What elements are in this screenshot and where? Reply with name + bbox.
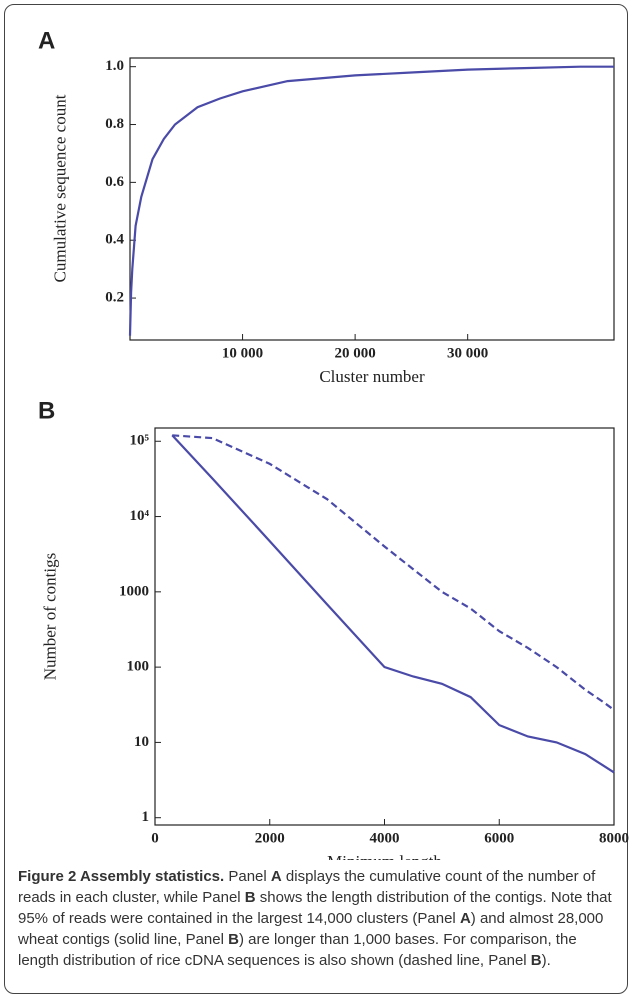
series-line xyxy=(128,65,614,336)
y-tick-label: 1000 xyxy=(119,583,149,599)
panel-label: B xyxy=(38,397,55,424)
y-tick-label: 100 xyxy=(127,659,150,675)
x-tick-label: 8000 xyxy=(599,830,629,846)
y-tick-label: 0.2 xyxy=(105,289,124,305)
x-tick-label: 2000 xyxy=(255,830,285,846)
series-line xyxy=(171,434,615,774)
y-tick-label: 0.8 xyxy=(105,116,124,132)
caption-text: B xyxy=(244,889,256,906)
x-tick-label: 6000 xyxy=(484,830,514,846)
caption-text: Figure 2 Assembly statistics. xyxy=(18,868,225,885)
series-line xyxy=(172,434,615,711)
x-tick-label: 10 000 xyxy=(222,345,263,361)
plot-frame xyxy=(154,427,615,826)
caption-text: Panel xyxy=(224,868,271,885)
x-tick-label: 20 000 xyxy=(334,345,375,361)
caption-text: displays the cumulative count of the num… xyxy=(18,868,596,906)
figure: A 10 000 20 000 30 000 0.2 0.4 0.6 0.8 1.0 Cluste… xyxy=(38,27,629,860)
caption-text: A xyxy=(459,910,471,927)
panel-label: A xyxy=(38,27,55,54)
x-tick-label: 30 000 xyxy=(447,345,488,361)
y-axis-title: Number of contigs xyxy=(40,552,60,680)
y-tick-label: 10⁴ xyxy=(130,508,150,524)
caption-text: A xyxy=(270,868,282,885)
x-tick-label: 0 xyxy=(151,830,159,846)
y-axis-title: Cumulative sequence count xyxy=(50,94,70,283)
caption-text: ). xyxy=(541,952,551,969)
figure-frame xyxy=(4,4,628,994)
y-tick-label: 1 xyxy=(142,809,150,825)
caption-text: shows the length distribution of the con… xyxy=(18,889,612,927)
y-tick-label: 0.4 xyxy=(105,232,124,248)
caption-text: B xyxy=(228,931,239,948)
plot-frame xyxy=(129,57,615,341)
y-tick-label: 10⁵ xyxy=(130,433,150,449)
caption-text: B xyxy=(530,952,542,969)
caption: Figure 2 Assembly statistics. Panel A di… xyxy=(18,866,616,971)
y-tick-label: 1.0 xyxy=(105,58,124,74)
x-axis-title: Cluster number xyxy=(319,367,425,386)
y-tick-label: 0.6 xyxy=(105,174,124,190)
caption-text: ) are longer than 1,000 bases. For compa… xyxy=(18,931,577,969)
y-tick-label: 10 xyxy=(134,734,149,750)
caption-text: ) and almost 28,000 wheat contigs (solid… xyxy=(18,910,604,948)
x-axis-title: Minimum length xyxy=(327,852,442,860)
x-tick-label: 4000 xyxy=(370,830,400,846)
